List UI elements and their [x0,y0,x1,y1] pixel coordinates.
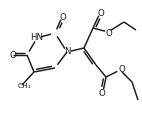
Text: O: O [10,51,16,60]
Text: N: N [64,47,70,56]
Text: O: O [99,89,105,99]
Text: O: O [60,13,66,22]
Text: O: O [119,65,125,73]
Text: HN: HN [31,34,43,42]
Text: CH₃: CH₃ [17,83,31,89]
Text: O: O [98,8,104,18]
Text: O: O [106,29,112,38]
